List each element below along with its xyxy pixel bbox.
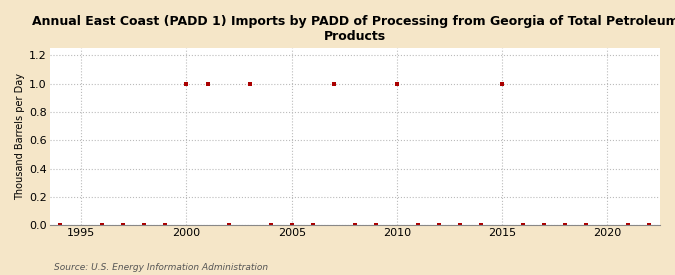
Y-axis label: Thousand Barrels per Day: Thousand Barrels per Day [15,73,25,200]
Title: Annual East Coast (PADD 1) Imports by PADD of Processing from Georgia of Total P: Annual East Coast (PADD 1) Imports by PA… [32,15,675,43]
Text: Source: U.S. Energy Information Administration: Source: U.S. Energy Information Administ… [54,263,268,272]
